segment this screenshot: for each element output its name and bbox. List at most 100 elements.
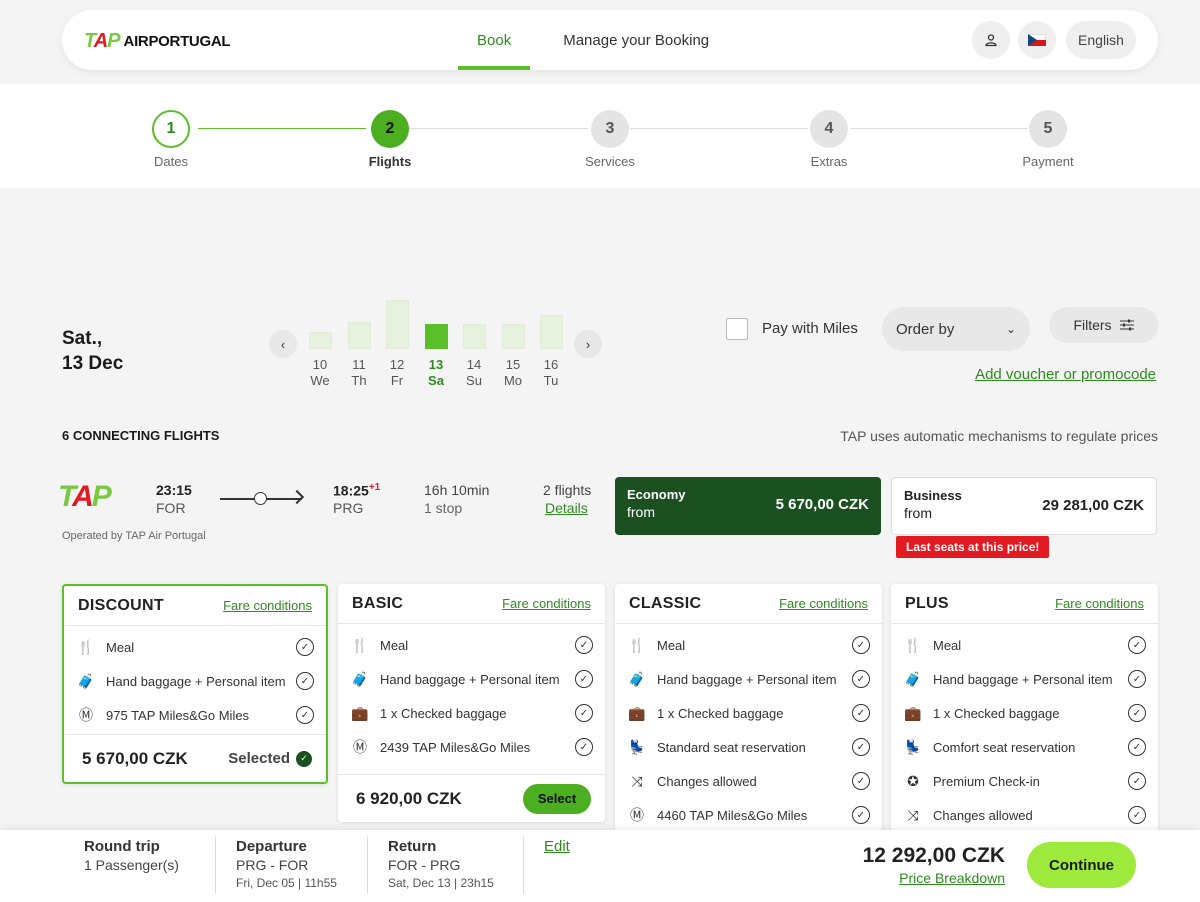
fare-conditions-link[interactable]: Fare conditions (502, 596, 591, 611)
fare-card-header: CLASSIC Fare conditions (615, 584, 882, 624)
fare-card-header: BASIC Fare conditions (338, 584, 605, 624)
date-weekday: Th (351, 373, 367, 388)
trip-summary: Round trip 1 Passenger(s) (84, 838, 179, 873)
language-button[interactable]: English (1066, 21, 1136, 59)
check-circle-icon: ✓ (1128, 670, 1146, 688)
step-flights[interactable]: 2 Flights (340, 110, 440, 169)
feature-text: Meal (933, 637, 962, 653)
premium-checkin-icon: ✪ (907, 772, 919, 789)
nav-manage-booking[interactable]: Manage your Booking (563, 31, 710, 49)
check-circle-icon: ✓ (852, 704, 870, 722)
tap-carrier-logo: TAP (58, 480, 112, 513)
edit-trip-link[interactable]: Edit (544, 838, 570, 855)
country-button[interactable] (1018, 21, 1056, 59)
sliders-icon (1119, 319, 1134, 331)
fare-feature: 🍴 Meal ✓ (903, 628, 1146, 662)
fare-conditions-link[interactable]: Fare conditions (779, 596, 868, 611)
fare-feature: Ⓜ 975 TAP Miles&Go Miles ✓ (76, 698, 314, 732)
logo-text: AIRPORTUGAL (123, 33, 231, 50)
economy-fare-button[interactable]: Economy from 5 670,00 CZK (615, 477, 881, 535)
fare-feature: 💼 1 x Checked baggage ✓ (350, 696, 593, 730)
date-number: 12 (389, 357, 405, 372)
date-option-14[interactable]: 14 Su (456, 300, 492, 390)
flight-count: 2 flights (543, 482, 592, 498)
date-weekday: Fr (390, 373, 404, 388)
fare-card-classic[interactable]: CLASSIC Fare conditions 🍴 Meal ✓ 🧳 Hand baggag… (615, 584, 882, 844)
departure-summary: Departure PRG - FOR Fri, Dec 05 | 11h55 (236, 838, 337, 890)
changes-icon: ⤨ (631, 772, 643, 789)
date-weekday: We (310, 373, 330, 388)
total-price: 12 292,00 CZK (862, 844, 1005, 867)
fare-feature: 🧳 Hand baggage + Personal item ✓ (76, 664, 314, 698)
prev-dates-button[interactable]: ‹ (269, 330, 297, 358)
order-by-select[interactable]: Order by ⌄ (882, 307, 1030, 351)
chevron-right-icon: › (585, 336, 591, 352)
filters-button[interactable]: Filters (1049, 307, 1158, 343)
details-link[interactable]: Details (545, 500, 588, 516)
date-option-15[interactable]: 15 Mo (495, 300, 531, 390)
date-option-16[interactable]: 16 Tu (533, 300, 569, 390)
feature-text: 1 x Checked baggage (657, 705, 784, 721)
price-level-bar (386, 300, 409, 349)
date-number: 14 (466, 357, 482, 372)
fare-card-header: PLUS Fare conditions (891, 584, 1158, 624)
price-level-bar (425, 324, 448, 349)
continue-button[interactable]: Continue (1027, 842, 1136, 888)
miles-icon: Ⓜ (353, 739, 367, 755)
divider (215, 836, 216, 894)
fare-card-discount[interactable]: DISCOUNT Fare conditions 🍴 Meal ✓ 🧳 Hand bagga… (62, 584, 328, 784)
hand-baggage-icon: 🧳 (77, 672, 95, 689)
arrival-code: PRG (333, 500, 364, 516)
feature-text: Comfort seat reservation (933, 739, 1076, 755)
fare-card-plus[interactable]: PLUS Fare conditions 🍴 Meal ✓ 🧳 Hand baggage +… (891, 584, 1158, 844)
account-button[interactable] (972, 21, 1010, 59)
step-dates[interactable]: 1 Dates (121, 110, 221, 169)
price-level-bar (463, 324, 486, 349)
feature-text: Hand baggage + Personal item (657, 671, 837, 687)
check-circle-icon: ✓ (296, 672, 314, 690)
date-option-11[interactable]: 11 Th (341, 300, 377, 390)
miles-icon: Ⓜ (79, 707, 93, 723)
check-icon: ✓ (296, 750, 312, 767)
date-option-13[interactable]: 13 Sa (418, 300, 454, 390)
checked-baggage-icon: 💼 (351, 704, 369, 721)
hand-baggage-icon: 🧳 (628, 670, 646, 687)
main-nav: Book Manage your Booking (458, 10, 728, 70)
fare-conditions-link[interactable]: Fare conditions (1055, 596, 1144, 611)
nav-book[interactable]: Book (458, 10, 531, 70)
check-circle-icon: ✓ (852, 670, 870, 688)
comfort-seat-icon: 💺 (904, 738, 922, 755)
price-breakdown-link[interactable]: Price Breakdown (899, 870, 1005, 886)
date-option-10[interactable]: 10 We (302, 300, 338, 390)
last-seats-badge: Last seats at this price! (896, 536, 1050, 558)
fare-title: PLUS (905, 594, 949, 612)
fare-feature: 🧳 Hand baggage + Personal item ✓ (627, 662, 870, 696)
feature-text: Meal (380, 637, 409, 653)
step-connector (630, 128, 808, 129)
fare-feature: Ⓜ 2439 TAP Miles&Go Miles ✓ (350, 730, 593, 764)
czech-flag-icon (1028, 34, 1046, 46)
arrow-right-icon (289, 489, 305, 505)
add-voucher-link[interactable]: Add voucher or promocode (975, 366, 1156, 383)
fare-conditions-link[interactable]: Fare conditions (223, 598, 312, 613)
price-level-bar (502, 324, 525, 349)
fare-card-basic[interactable]: BASIC Fare conditions 🍴 Meal ✓ 🧳 Hand baggage … (338, 584, 605, 822)
feature-text: Meal (657, 637, 686, 653)
tap-logo[interactable]: TAP AIRPORTUGAL (84, 30, 231, 53)
date-option-12[interactable]: 12 Fr (379, 300, 415, 390)
fare-feature: 💺 Comfort seat reservation ✓ (903, 730, 1146, 764)
fare-card-header: DISCOUNT Fare conditions (64, 586, 326, 626)
divider (367, 836, 368, 894)
next-dates-button[interactable]: › (574, 330, 602, 358)
check-circle-icon: ✓ (852, 738, 870, 756)
check-circle-icon: ✓ (575, 636, 593, 654)
fare-card-footer: 6 920,00 CZK Select (338, 774, 605, 822)
check-circle-icon: ✓ (575, 670, 593, 688)
pay-with-miles-checkbox[interactable] (726, 318, 748, 340)
step-connector (850, 128, 1028, 129)
select-fare-button[interactable]: Select (523, 783, 591, 814)
economy-price: 5 670,00 CZK (775, 496, 869, 513)
fare-price: 6 920,00 CZK (356, 788, 462, 808)
fare-feature: ✪ Premium Check-in ✓ (903, 764, 1146, 798)
business-fare-button[interactable]: Business from 29 281,00 CZK (891, 477, 1157, 535)
